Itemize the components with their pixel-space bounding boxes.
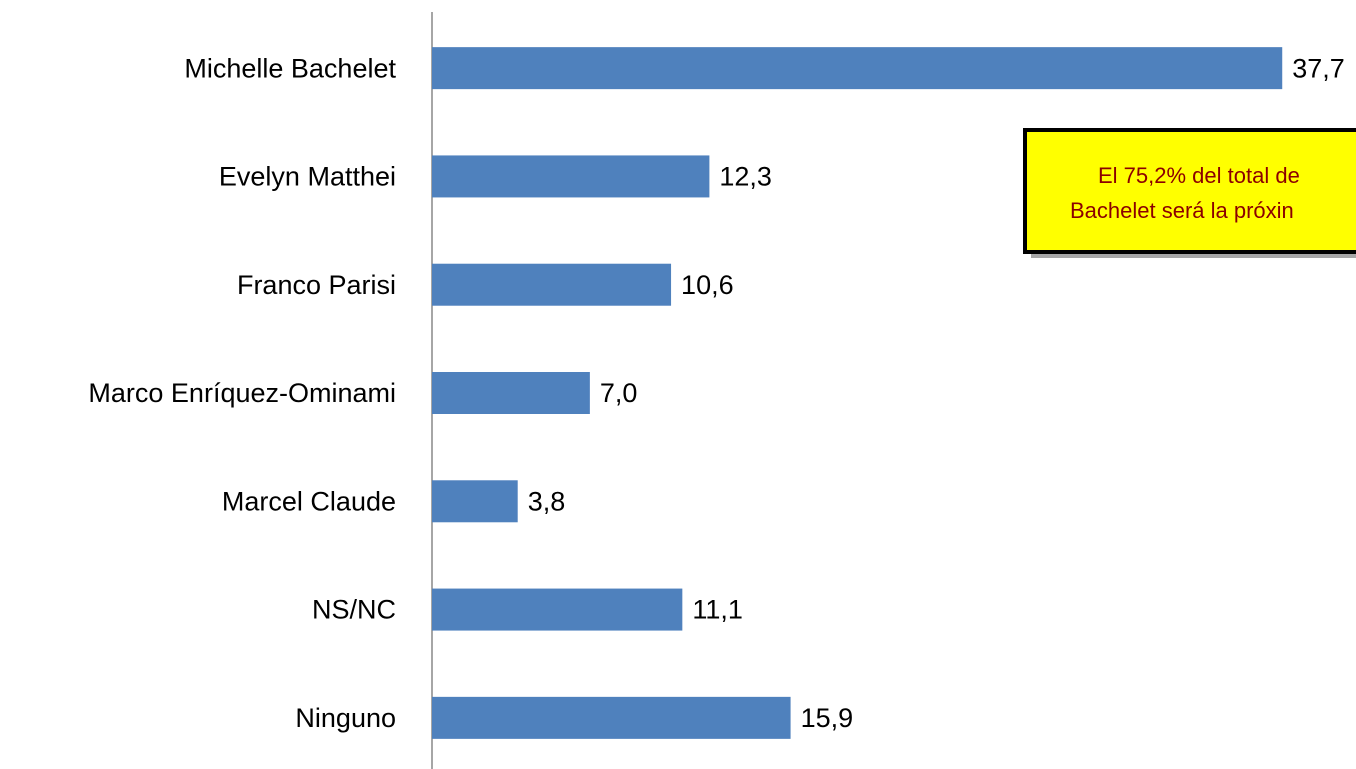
- y-tick-label: Evelyn Matthei: [219, 162, 396, 192]
- bar: [432, 588, 683, 631]
- data-label: 12,3: [719, 162, 772, 192]
- y-tick-label: Marco Enríquez-Ominami: [88, 378, 396, 408]
- data-label: 37,7: [1292, 53, 1345, 83]
- bar: [432, 155, 710, 198]
- bar: [432, 480, 518, 523]
- data-label: 15,9: [801, 703, 854, 733]
- annotation-text: Bachelet será la próxin: [1070, 198, 1294, 223]
- bar: [432, 696, 791, 739]
- y-tick-label: Marcel Claude: [222, 486, 396, 516]
- annotation-text: El 75,2% del total de: [1098, 163, 1300, 188]
- bar: [432, 372, 590, 414]
- annotation-box: [1023, 128, 1356, 254]
- y-tick-label: Franco Parisi: [237, 270, 396, 300]
- y-tick-label: NS/NC: [312, 595, 396, 625]
- data-label: 7,0: [600, 378, 638, 408]
- y-tick-label: Michelle Bachelet: [184, 53, 396, 83]
- data-label: 11,1: [692, 595, 743, 625]
- data-label: 3,8: [528, 486, 566, 516]
- y-tick-label: Ninguno: [295, 703, 396, 733]
- bar: [432, 47, 1283, 90]
- bar: [432, 263, 672, 306]
- data-label: 10,6: [681, 270, 734, 300]
